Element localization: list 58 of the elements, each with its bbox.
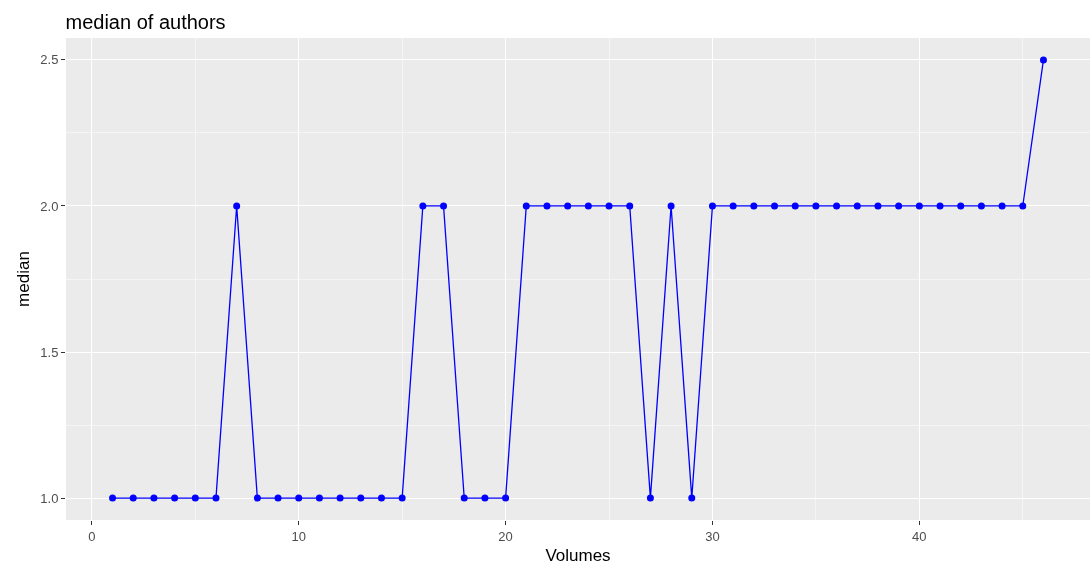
point: [543, 202, 551, 210]
point: [502, 494, 510, 502]
point: [750, 202, 758, 210]
point: [895, 202, 903, 210]
point: [522, 202, 530, 210]
point: [129, 494, 137, 502]
point: [626, 202, 634, 210]
point: [977, 202, 985, 210]
point: [1039, 56, 1047, 64]
point: [419, 202, 427, 210]
point: [812, 202, 820, 210]
point: [233, 202, 241, 210]
x-tick-label: 30: [705, 528, 720, 544]
y-tick-label: 1.5: [40, 344, 59, 360]
point: [874, 202, 882, 210]
point: [274, 494, 282, 502]
point: [957, 202, 965, 210]
point: [171, 494, 179, 502]
point: [936, 202, 944, 210]
point: [998, 202, 1006, 210]
point: [440, 202, 448, 210]
x-tick-label: 0: [88, 528, 96, 544]
point: [357, 494, 365, 502]
point: [460, 494, 468, 502]
point: [481, 494, 489, 502]
point: [584, 202, 592, 210]
point: [688, 494, 696, 502]
point: [564, 202, 572, 210]
x-tick-label: 20: [498, 528, 513, 544]
point: [708, 202, 716, 210]
point: [915, 202, 923, 210]
point: [150, 494, 158, 502]
point: [667, 202, 675, 210]
point: [646, 494, 654, 502]
point: [212, 494, 220, 502]
chart-title: median of authors: [65, 10, 226, 33]
point: [833, 202, 841, 210]
x-tick-label: 40: [912, 528, 927, 544]
point: [295, 494, 303, 502]
point: [729, 202, 737, 210]
point: [315, 494, 323, 502]
point: [853, 202, 861, 210]
point: [191, 494, 199, 502]
point: [109, 494, 117, 502]
point: [377, 494, 385, 502]
point: [336, 494, 344, 502]
point: [253, 494, 261, 502]
y-tick-label: 1.0: [40, 490, 59, 506]
y-tick-label: 2.5: [40, 52, 59, 68]
x-tick-label: 10: [291, 528, 306, 544]
point: [605, 202, 613, 210]
point: [791, 202, 799, 210]
point: [1019, 202, 1027, 210]
y-tick-label: 2.0: [40, 198, 59, 214]
point: [771, 202, 779, 210]
x-axis-title: Volumes: [545, 546, 611, 565]
point: [398, 494, 406, 502]
y-axis-title: median: [13, 251, 33, 307]
